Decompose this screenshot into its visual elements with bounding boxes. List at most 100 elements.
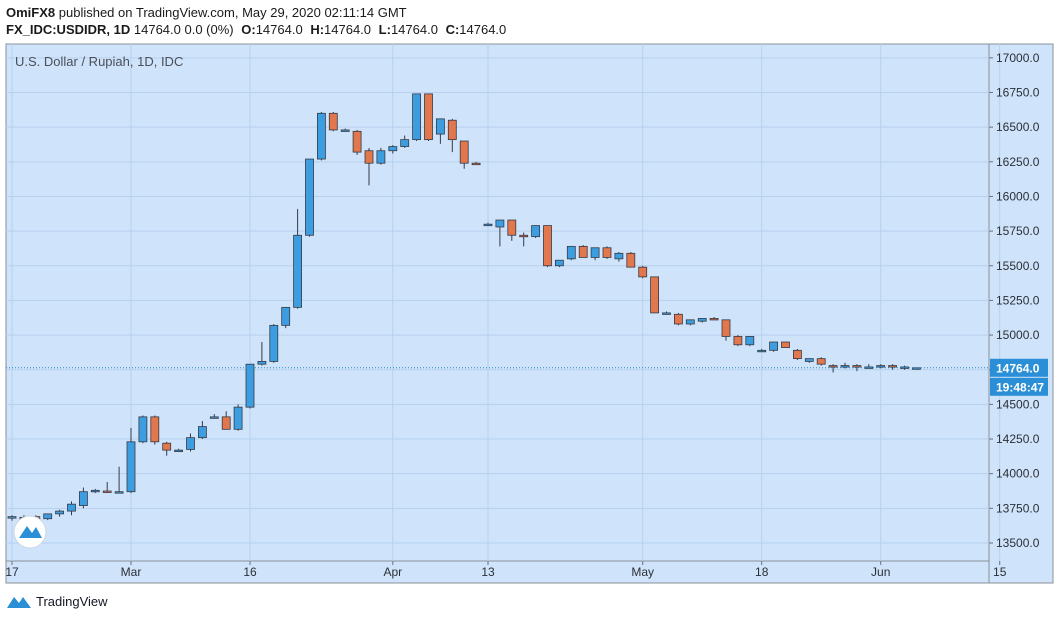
candle: [162, 441, 172, 456]
candle: [519, 232, 529, 247]
candle: [912, 367, 921, 370]
candle: [483, 222, 493, 227]
price-chart[interactable]: 13500.013750.014000.014250.014500.014750…: [0, 0, 1060, 590]
candle: [650, 276, 659, 314]
candle-body: [138, 416, 148, 443]
candle-body: [209, 416, 219, 419]
candle-body: [864, 366, 874, 369]
candle: [364, 147, 374, 186]
countdown-badge: [990, 377, 1048, 396]
candle-body: [674, 313, 683, 325]
candle-body: [186, 437, 195, 450]
candle-body: [900, 366, 909, 369]
candle: [43, 513, 53, 521]
y-tick-label: 13750.0: [996, 501, 1040, 515]
plot-background: [5, 43, 990, 562]
candle-body: [733, 336, 743, 346]
candle: [447, 118, 457, 153]
tradingview-badge-icon[interactable]: [13, 515, 47, 549]
candle-body: [174, 449, 184, 453]
candle: [590, 247, 600, 261]
candle-body: [281, 306, 291, 326]
symbol-label: FX_IDC:USDIDR, 1D: [6, 22, 131, 37]
candle: [793, 348, 802, 361]
candle: [209, 414, 219, 419]
candle-body: [305, 158, 314, 236]
x-tick-label: 15: [993, 565, 1007, 579]
candle-body: [233, 406, 243, 430]
candle-body: [197, 426, 207, 439]
candle-body: [483, 223, 493, 227]
candle-body: [590, 247, 600, 258]
candle-body: [459, 140, 469, 164]
candle-body: [852, 365, 862, 368]
x-tick-label: Mar: [121, 565, 142, 579]
candle-body: [531, 225, 540, 238]
candle-body: [888, 365, 897, 368]
publish-info: OmiFX8 published on TradingView.com, May…: [6, 5, 407, 20]
candle-body: [114, 491, 124, 494]
candle: [709, 317, 719, 321]
candle: [495, 219, 505, 247]
candle: [412, 93, 422, 142]
y-tick-label: 14500.0: [996, 397, 1040, 411]
candle-body: [566, 245, 576, 260]
candle-body: [126, 441, 136, 493]
candle: [781, 341, 790, 348]
candle-body: [257, 361, 267, 365]
last-price-label: 14764.0: [996, 361, 1040, 375]
candle-body: [912, 367, 921, 370]
candle-body: [245, 363, 255, 408]
candle-body: [293, 234, 303, 308]
y-tick-label: 15250.0: [996, 293, 1040, 307]
low-value: 14764.0: [390, 22, 438, 37]
candle-body: [340, 129, 350, 132]
x-tick-label: Apr: [383, 565, 402, 579]
close-label: C:: [445, 22, 460, 37]
candle: [90, 488, 100, 494]
candle: [638, 265, 648, 279]
candle: [340, 128, 350, 132]
candle-body: [745, 336, 755, 346]
candle: [745, 336, 755, 347]
author-name[interactable]: OmiFX8: [6, 5, 56, 20]
candle-body: [55, 510, 64, 515]
candle: [67, 501, 76, 516]
x-tick-label: May: [631, 565, 654, 579]
candle-body: [769, 341, 778, 351]
x-tick-label: 18: [755, 565, 769, 579]
candle: [400, 135, 410, 148]
candle: [459, 140, 469, 169]
candle: [543, 225, 552, 268]
candle: [281, 306, 291, 329]
time-axis-background[interactable]: [5, 560, 990, 584]
published-text: published on TradingView.com, May 29, 20…: [58, 5, 407, 20]
candle: [626, 251, 636, 268]
candle-body: [757, 349, 767, 353]
footer-brand[interactable]: TradingView: [6, 593, 108, 609]
candle-body: [376, 150, 386, 164]
candle: [435, 118, 445, 144]
candle: [852, 364, 862, 372]
candle-body: [793, 349, 802, 360]
candle: [150, 415, 160, 445]
candle-body: [685, 319, 695, 325]
open-value: 14764.0: [255, 22, 303, 37]
candle: [174, 448, 184, 453]
candle: [578, 244, 588, 258]
candle: [126, 427, 136, 494]
y-tick-label: 16250.0: [996, 155, 1040, 169]
candle-body: [804, 358, 814, 362]
candle: [721, 319, 731, 341]
candle: [876, 364, 886, 369]
last-price-badge: [990, 358, 1048, 377]
candle-body: [471, 162, 481, 166]
symbol-info: FX_IDC:USDIDR, 1D 14764.0 0.0 (0%) O:147…: [6, 22, 510, 37]
candle: [7, 515, 17, 521]
x-tick-label: 16: [243, 565, 257, 579]
candle-body: [43, 513, 53, 520]
candle: [102, 481, 112, 494]
candle-body: [352, 130, 362, 153]
candle: [388, 145, 398, 154]
tradingview-logo-icon: [7, 597, 31, 608]
